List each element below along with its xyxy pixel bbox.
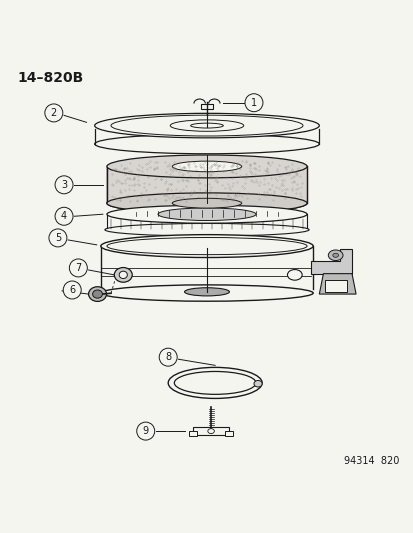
Text: 8: 8	[165, 352, 171, 362]
Ellipse shape	[111, 115, 302, 136]
Circle shape	[55, 176, 73, 194]
Ellipse shape	[170, 120, 243, 131]
Ellipse shape	[332, 253, 338, 257]
Text: 2: 2	[50, 108, 57, 118]
Ellipse shape	[107, 193, 306, 214]
Text: 4: 4	[61, 211, 67, 221]
Ellipse shape	[168, 367, 261, 399]
Bar	[225, 431, 232, 437]
Circle shape	[136, 422, 154, 440]
Ellipse shape	[114, 268, 132, 282]
Circle shape	[45, 104, 63, 122]
Ellipse shape	[184, 288, 229, 296]
Ellipse shape	[95, 114, 318, 138]
Ellipse shape	[95, 134, 318, 154]
Text: 7: 7	[75, 263, 81, 273]
Circle shape	[63, 281, 81, 299]
Circle shape	[159, 348, 177, 366]
Circle shape	[49, 229, 67, 247]
Bar	[201, 104, 212, 109]
Circle shape	[55, 207, 73, 225]
Ellipse shape	[104, 223, 309, 236]
Ellipse shape	[172, 198, 241, 208]
Text: 14–820B: 14–820B	[17, 71, 83, 85]
Bar	[324, 280, 346, 292]
Ellipse shape	[158, 208, 255, 221]
Polygon shape	[311, 249, 351, 273]
Text: 9: 9	[142, 426, 148, 436]
Ellipse shape	[287, 270, 301, 280]
Ellipse shape	[107, 238, 306, 255]
Bar	[192, 427, 229, 435]
Ellipse shape	[107, 155, 306, 178]
Ellipse shape	[328, 250, 342, 261]
Circle shape	[69, 259, 87, 277]
Ellipse shape	[119, 271, 127, 279]
Ellipse shape	[88, 287, 106, 302]
Text: 94314  820: 94314 820	[343, 456, 398, 466]
Text: 3: 3	[61, 180, 67, 190]
Ellipse shape	[207, 429, 214, 433]
Ellipse shape	[253, 381, 261, 387]
Ellipse shape	[93, 290, 102, 298]
Ellipse shape	[190, 123, 223, 128]
Ellipse shape	[107, 193, 306, 214]
Ellipse shape	[174, 372, 255, 394]
Circle shape	[244, 94, 262, 112]
Ellipse shape	[100, 285, 313, 301]
Ellipse shape	[100, 235, 313, 257]
Ellipse shape	[107, 205, 306, 223]
Text: 5: 5	[55, 233, 61, 243]
Polygon shape	[318, 273, 355, 294]
Bar	[189, 431, 196, 437]
Ellipse shape	[172, 161, 241, 172]
Text: 1: 1	[250, 98, 256, 108]
Text: 6: 6	[69, 285, 75, 295]
Polygon shape	[107, 166, 306, 203]
